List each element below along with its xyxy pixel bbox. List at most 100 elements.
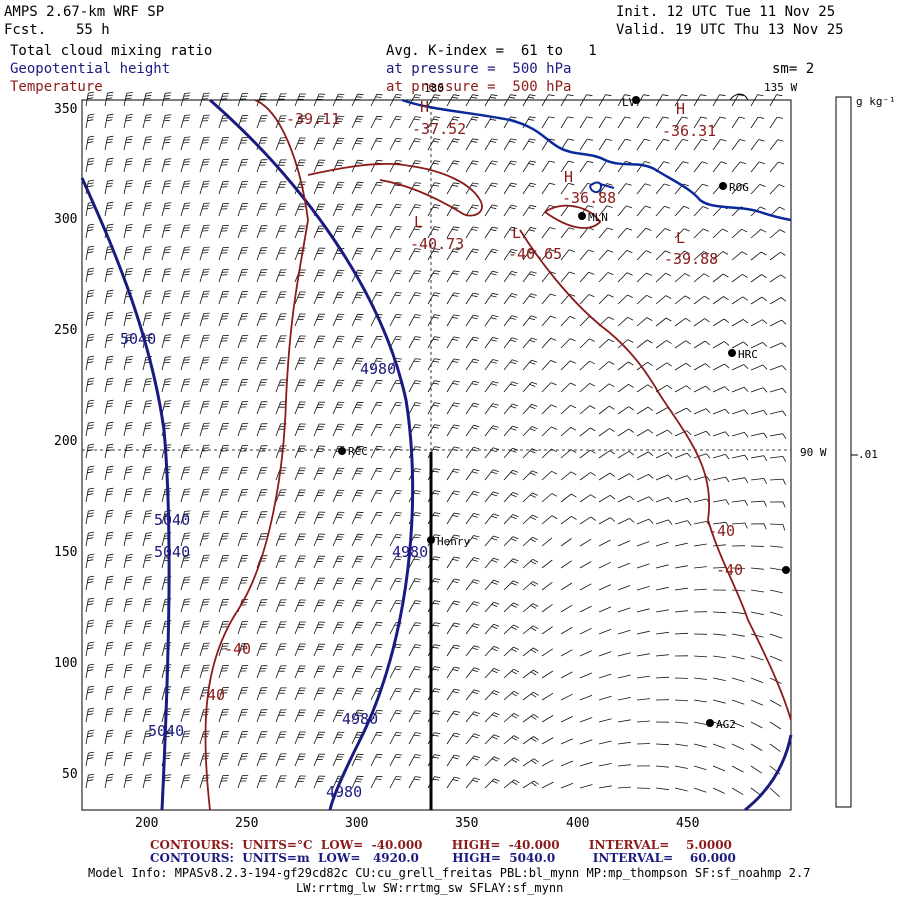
wind-barb <box>294 467 306 481</box>
wind-barb <box>332 115 345 129</box>
wind-barb <box>313 445 326 459</box>
wind-barb <box>541 360 557 371</box>
wind-barb <box>446 380 460 393</box>
wind-barb <box>522 182 537 195</box>
wind-barb <box>560 404 577 415</box>
wind-barb <box>313 225 326 239</box>
wind-barb <box>85 223 95 239</box>
wind-barb <box>693 340 711 349</box>
wind-barb <box>313 775 326 789</box>
wind-barb <box>769 433 787 440</box>
wind-barb <box>199 598 210 613</box>
wind-barb <box>389 248 402 261</box>
wind-barb <box>351 533 364 547</box>
wind-barb <box>769 655 783 662</box>
wind-barb <box>503 580 519 591</box>
wind-barb <box>731 139 746 151</box>
station-label-lv: LV <box>622 96 636 109</box>
pressure-temperature: at pressure = 500 hPa <box>386 79 572 95</box>
wind-barb <box>408 688 422 701</box>
wind-barb <box>142 312 152 327</box>
wind-barb <box>218 642 229 657</box>
wind-barb <box>351 269 364 283</box>
wind-barb <box>769 251 786 261</box>
wind-barb <box>351 709 364 723</box>
pressure-height: at pressure = 500 hPa <box>386 61 572 77</box>
wind-barb <box>674 340 691 349</box>
wind-barb <box>237 137 249 151</box>
wind-barb <box>579 494 596 503</box>
wind-barb <box>674 721 688 724</box>
wind-barb <box>674 250 690 261</box>
wind-barb <box>712 251 729 261</box>
wind-barb <box>636 630 650 635</box>
wind-barb <box>351 379 364 393</box>
wind-barb <box>693 498 711 505</box>
wind-barb <box>484 138 498 151</box>
wind-barb <box>655 452 673 459</box>
wind-barb <box>693 430 711 437</box>
station-label-henry: Henry <box>437 535 470 548</box>
wind-barb <box>180 752 191 767</box>
wind-barb <box>408 732 422 745</box>
wind-barb <box>275 577 287 591</box>
wind-barb <box>769 161 785 173</box>
wind-barb <box>332 445 345 459</box>
wind-barb <box>522 359 538 371</box>
wind-barb <box>598 718 612 723</box>
wind-barb <box>617 205 633 217</box>
wind-barb <box>598 383 615 393</box>
wind-barb <box>769 410 787 417</box>
wind-barb <box>199 114 210 129</box>
wind-barb <box>598 450 615 459</box>
plot-frame <box>81 99 792 811</box>
wind-barb <box>541 648 554 657</box>
wind-barb <box>731 116 745 129</box>
wind-barb <box>351 291 364 305</box>
wind-barb <box>465 270 479 283</box>
wind-barb <box>180 488 191 503</box>
wind-barb <box>484 359 499 371</box>
wind-barb <box>560 249 575 261</box>
wind-barb <box>484 712 500 723</box>
wind-barb <box>180 202 191 217</box>
wind-barb <box>123 246 133 261</box>
wind-barb <box>712 431 730 437</box>
wind-barb <box>332 159 345 173</box>
wind-barb <box>142 444 152 459</box>
wind-barb <box>351 621 364 635</box>
wind-barb <box>769 567 783 571</box>
wind-barb <box>560 515 577 525</box>
wind-barb <box>256 731 268 745</box>
station-dot-ag2 <box>706 719 714 727</box>
x-tick: 250 <box>235 816 258 831</box>
wind-barb <box>598 428 615 437</box>
wind-barb <box>180 466 191 481</box>
wind-barb <box>218 444 229 459</box>
wind-barb <box>180 422 191 437</box>
wind-barb <box>484 513 500 525</box>
wind-barb <box>636 138 651 151</box>
wind-barb <box>294 181 306 195</box>
wind-barb <box>731 273 748 283</box>
wind-barb <box>123 158 133 173</box>
wind-barb <box>313 643 326 657</box>
wind-barb <box>85 773 95 789</box>
wind-barb <box>769 523 786 531</box>
wind-barb <box>408 138 422 151</box>
wind-barb <box>560 360 576 371</box>
wind-barb <box>503 469 519 481</box>
wind-barb <box>427 138 441 151</box>
wind-barb <box>617 697 631 701</box>
temp-label: -39.11 <box>286 110 340 128</box>
temp-label: -40 <box>716 561 743 579</box>
wind-barb <box>370 775 383 789</box>
wind-barb <box>522 691 539 701</box>
wind-barb <box>123 202 133 217</box>
wind-barb <box>522 669 539 679</box>
wind-barb <box>674 430 692 437</box>
wind-barb <box>218 202 229 217</box>
wind-barb <box>218 378 229 393</box>
wind-barb <box>237 467 249 481</box>
